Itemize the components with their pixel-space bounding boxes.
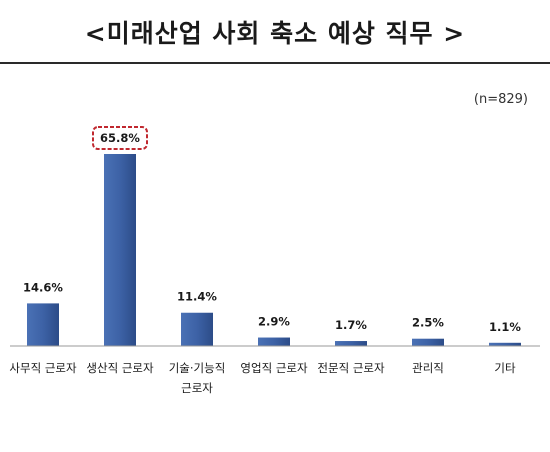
- value-label-0: 14.6%: [23, 280, 63, 294]
- category-label-4: 전문직 근로자: [317, 361, 385, 375]
- bar-4: [335, 341, 367, 346]
- value-labels-group: 14.6% 65.8% 11.4% 2.9% 1.7% 2.5% 1.1%: [23, 126, 521, 334]
- category-label-2-line-1: 근로자: [181, 381, 213, 395]
- chart-title: <미래산업 사회 축소 예상 직무 >: [84, 19, 466, 48]
- value-label-5: 2.5%: [412, 316, 444, 330]
- value-label-1: 65.8%: [100, 131, 140, 145]
- value-label-4: 1.7%: [335, 318, 367, 332]
- value-label-2: 11.4%: [177, 290, 217, 304]
- bar-6: [489, 342, 521, 346]
- category-label-5: 관리직: [412, 361, 444, 375]
- sample-size-note: (n=829): [473, 92, 528, 107]
- value-label-6: 1.1%: [489, 320, 521, 334]
- value-label-3: 2.9%: [258, 315, 290, 329]
- bar-5: [412, 338, 444, 346]
- category-label-0: 사무직 근로자: [9, 361, 77, 375]
- bar-1: [104, 154, 136, 346]
- bar-0: [27, 303, 59, 346]
- bar-3: [258, 337, 290, 346]
- bar-2: [181, 312, 213, 346]
- bars-group: [27, 154, 521, 346]
- category-label-2-line-0: 기술·기능직: [169, 361, 226, 375]
- category-label-1: 생산직 근로자: [86, 361, 154, 375]
- category-label-3: 영업직 근로자: [240, 361, 308, 375]
- category-label-6: 기타: [494, 361, 516, 375]
- title-divider: [0, 62, 550, 64]
- highlight-box: [92, 126, 148, 150]
